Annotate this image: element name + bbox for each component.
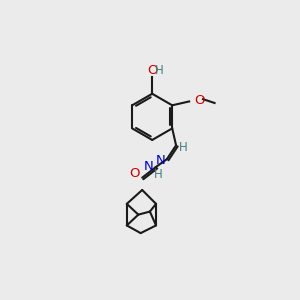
Text: O: O xyxy=(129,167,140,180)
Text: H: H xyxy=(155,64,164,77)
Text: H: H xyxy=(154,168,163,181)
Text: O: O xyxy=(194,94,204,107)
Text: N: N xyxy=(156,154,166,167)
Text: N: N xyxy=(143,160,153,173)
Text: O: O xyxy=(147,64,158,77)
Text: H: H xyxy=(178,141,188,154)
